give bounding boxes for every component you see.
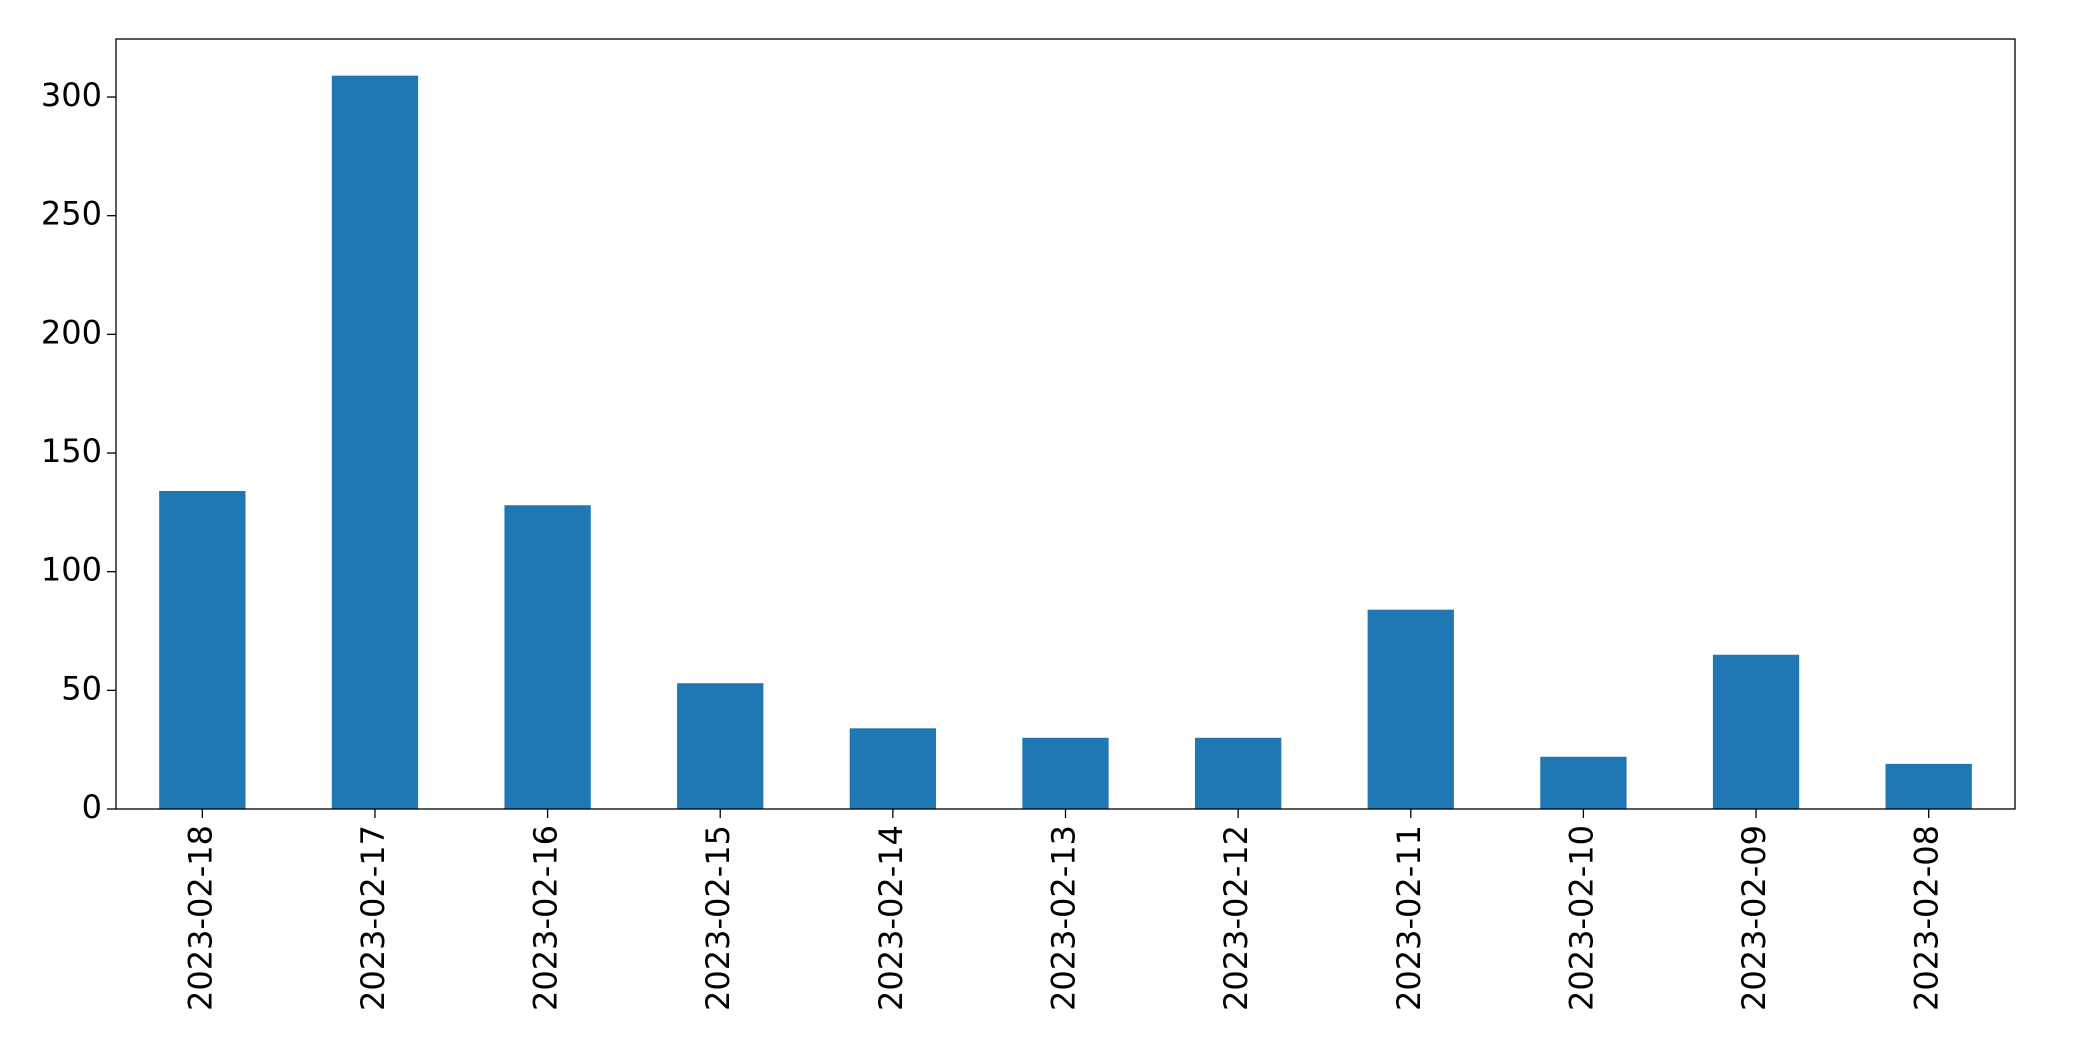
y-tick-label: 200 (41, 313, 102, 351)
x-tick-label: 2023-02-12 (1217, 825, 1255, 1011)
x-tick-label: 2023-02-10 (1562, 825, 1600, 1011)
bar (677, 683, 764, 809)
bar (1540, 756, 1627, 809)
bar (1885, 763, 1972, 809)
x-tick-label: 2023-02-08 (1908, 825, 1946, 1011)
y-tick-label: 300 (41, 76, 102, 114)
bar (159, 490, 246, 809)
plot-frame (115, 38, 2016, 810)
bar (1367, 609, 1454, 809)
bar (849, 728, 937, 809)
x-tick-label: 2023-02-11 (1390, 825, 1428, 1011)
y-tick-label: 100 (41, 551, 102, 589)
x-tick-label: 2023-02-17 (354, 825, 392, 1011)
bar (1022, 737, 1109, 809)
y-tick-label: 250 (41, 195, 102, 233)
y-tick-label: 50 (61, 669, 102, 707)
y-tick-label: 150 (41, 432, 102, 470)
bar (1712, 654, 1800, 809)
y-tick-label: 0 (82, 788, 102, 826)
bar (1194, 737, 1282, 809)
x-tick-label: 2023-02-16 (527, 825, 565, 1011)
bar (504, 505, 591, 809)
bar (331, 75, 419, 809)
x-tick-label: 2023-02-09 (1735, 825, 1773, 1011)
x-tick-label: 2023-02-13 (1045, 825, 1083, 1011)
x-tick-label: 2023-02-18 (181, 825, 219, 1011)
x-tick-label: 2023-02-15 (699, 825, 737, 1011)
x-tick-label: 2023-02-14 (872, 825, 910, 1011)
